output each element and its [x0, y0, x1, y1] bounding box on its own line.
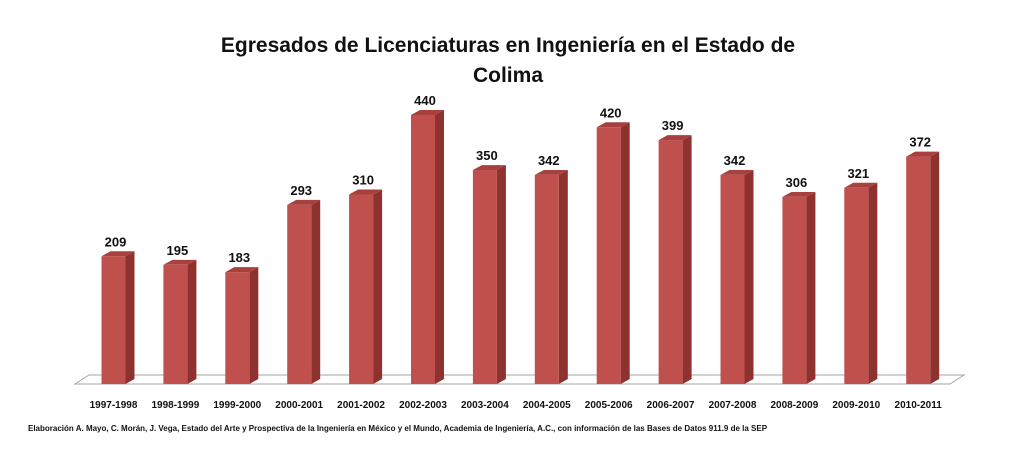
bar-side — [620, 122, 630, 384]
bar-side — [496, 165, 506, 384]
x-tick-label: 2002-2003 — [399, 400, 447, 411]
bar-value-label: 342 — [724, 153, 746, 168]
bar-top — [720, 169, 754, 175]
bar-front — [101, 256, 126, 384]
bar-side — [558, 169, 568, 384]
bar-top — [287, 199, 321, 205]
bar-value-label: 209 — [105, 234, 127, 249]
bar — [163, 259, 197, 384]
x-tick-label: 2007-2008 — [709, 400, 757, 411]
floor-plane — [73, 374, 966, 385]
value-labels-group: 209 195 183 293 310 440 350 342 420 399 342 306 321 3… — [105, 93, 931, 265]
bar-side — [930, 151, 940, 384]
bar-top — [782, 191, 816, 197]
bar — [596, 122, 630, 385]
bar-value-label: 372 — [909, 135, 931, 150]
bar — [349, 189, 383, 384]
bar-top — [349, 189, 383, 195]
bar-front — [782, 196, 807, 384]
bar-value-label: 399 — [662, 118, 684, 133]
bar — [411, 110, 444, 385]
bar-value-label: 310 — [352, 173, 374, 188]
x-tick-label: 2000-2001 — [275, 400, 323, 411]
bar-side — [744, 169, 754, 384]
bar-side — [682, 135, 692, 384]
x-tick-label: 2005-2006 — [585, 400, 633, 411]
bar-value-label: 195 — [167, 243, 189, 258]
bars-group — [101, 110, 940, 385]
bar — [225, 267, 259, 384]
x-tick-label: 2001-2002 — [337, 400, 385, 411]
bar-top — [225, 267, 259, 273]
x-tick-label: 2009-2010 — [832, 400, 880, 411]
bar-front — [906, 156, 931, 384]
bar-top — [596, 122, 630, 128]
bar-value-label: 293 — [290, 183, 312, 198]
bar-side — [249, 267, 259, 384]
bar-side — [187, 259, 197, 384]
bar-front — [596, 127, 621, 385]
bar-front — [349, 194, 374, 384]
bar-front — [534, 174, 559, 384]
x-tick-label: 2010-2011 — [895, 400, 943, 411]
x-tick-label: 1997-1998 — [90, 400, 138, 411]
bar-side — [125, 251, 135, 384]
x-tick-label: 2006-2007 — [647, 400, 695, 411]
bar-value-label: 342 — [538, 153, 560, 168]
bar — [472, 165, 506, 384]
bar-top — [658, 135, 692, 141]
bar-top — [411, 110, 444, 115]
bar-value-label: 306 — [786, 175, 808, 190]
bar-value-label: 420 — [600, 105, 622, 120]
chart-title-line-1: Egresados de Licenciaturas en Ingeniería… — [221, 34, 795, 57]
bar-top — [906, 151, 940, 157]
chart-floor — [73, 374, 966, 385]
bar — [720, 169, 754, 384]
bar-front — [411, 115, 435, 384]
bar-front — [844, 187, 869, 384]
bar-top — [472, 165, 506, 171]
bar-side — [373, 189, 383, 384]
x-tick-label: 1999-2000 — [213, 400, 261, 411]
bar — [534, 169, 568, 384]
bar-side — [868, 182, 878, 384]
bar-value-label: 183 — [228, 250, 250, 265]
bar-front — [658, 140, 683, 384]
x-tick-label: 1998-1999 — [151, 400, 199, 411]
bar — [658, 135, 692, 384]
source-note: Elaboración A. Mayo, C. Morán, J. Vega, … — [28, 424, 768, 433]
bar-value-label: 440 — [414, 93, 436, 108]
bar-value-label: 321 — [847, 166, 869, 181]
bar-top — [101, 251, 135, 257]
bar-side — [311, 199, 321, 384]
bar-front — [720, 174, 745, 384]
bar-front — [287, 204, 312, 384]
bar — [287, 199, 321, 384]
chart-title-line-2: Colima — [473, 64, 543, 87]
category-labels-group: 1997-1998 1998-1999 1999-2000 2000-2001 2001… — [90, 400, 943, 411]
bar — [906, 151, 940, 384]
bar — [101, 251, 135, 384]
bar-front — [225, 272, 250, 384]
bar-side — [435, 110, 444, 385]
x-tick-label: 2008-2009 — [770, 400, 818, 411]
bar-value-label: 350 — [476, 148, 498, 163]
x-tick-label: 2004-2005 — [523, 400, 571, 411]
bar — [782, 191, 816, 384]
bar — [844, 182, 878, 384]
bar-front — [472, 170, 497, 384]
bar-top — [534, 169, 568, 175]
bar-top — [844, 182, 878, 188]
bar-top — [163, 259, 197, 265]
bar-front — [163, 264, 188, 384]
bar-side — [806, 191, 816, 384]
x-tick-label: 2003-2004 — [461, 400, 509, 411]
